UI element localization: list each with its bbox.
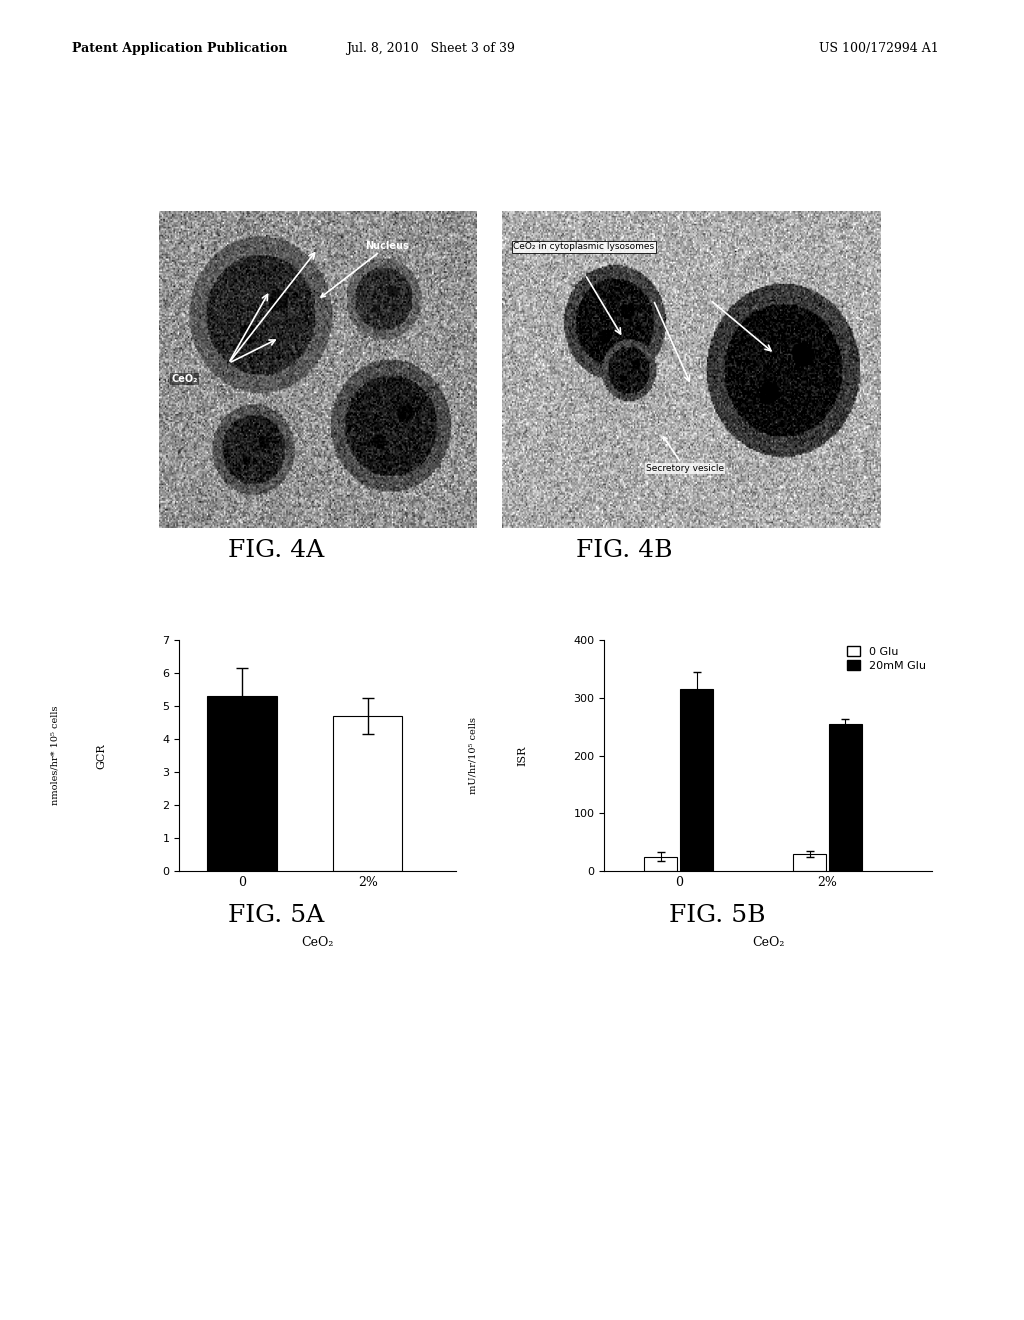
Text: Patent Application Publication: Patent Application Publication: [72, 42, 287, 55]
Text: FIG. 5A: FIG. 5A: [228, 904, 325, 927]
Text: CeO₂: CeO₂: [171, 375, 198, 384]
Text: Secretory vesicle: Secretory vesicle: [646, 437, 724, 473]
Text: nmoles/hr* 10⁵ cells: nmoles/hr* 10⁵ cells: [50, 706, 59, 805]
Bar: [208, 697, 276, 871]
Text: Nucleus: Nucleus: [322, 242, 409, 297]
Bar: [644, 857, 677, 871]
Bar: [680, 689, 713, 871]
Text: Jul. 8, 2010   Sheet 3 of 39: Jul. 8, 2010 Sheet 3 of 39: [346, 42, 514, 55]
Text: FIG. 4B: FIG. 4B: [577, 539, 673, 561]
Text: FIG. 4A: FIG. 4A: [228, 539, 325, 561]
Bar: [333, 715, 402, 871]
Text: mU/hr/10⁵ cells: mU/hr/10⁵ cells: [469, 717, 477, 795]
Text: ISR: ISR: [517, 746, 527, 766]
Text: CeO₂: CeO₂: [301, 936, 334, 949]
Text: GCR: GCR: [97, 743, 106, 768]
Legend: 0 Glu, 20mM Glu: 0 Glu, 20mM Glu: [847, 645, 927, 671]
Bar: [794, 854, 826, 871]
Text: CeO₂ in cytoplasmic lysosomes: CeO₂ in cytoplasmic lysosomes: [513, 242, 654, 251]
Text: FIG. 5B: FIG. 5B: [669, 904, 765, 927]
Text: US 100/172994 A1: US 100/172994 A1: [819, 42, 939, 55]
Bar: [829, 723, 862, 871]
Text: CeO₂: CeO₂: [752, 936, 784, 949]
